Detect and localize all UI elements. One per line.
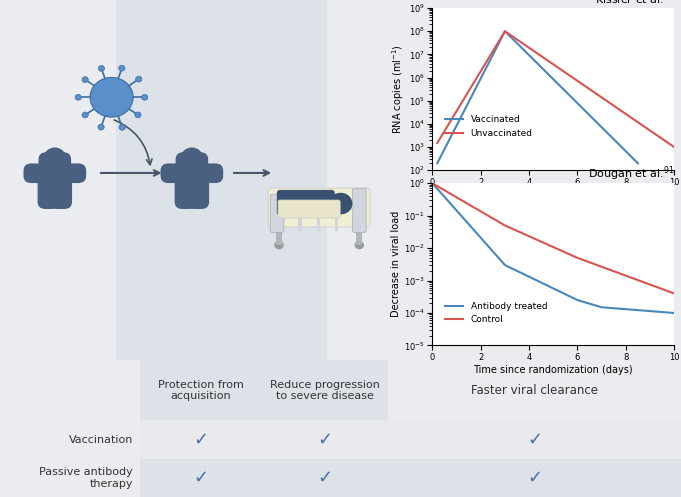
Legend: Antibody treated, Control: Antibody treated, Control [442,298,551,328]
Y-axis label: Decrease in viral load: Decrease in viral load [391,211,401,318]
Text: ✓: ✓ [193,430,208,449]
FancyBboxPatch shape [176,152,208,192]
Bar [317,208,319,231]
Text: Dougan et al.$^{91}$: Dougan et al.$^{91}$ [588,165,674,183]
FancyBboxPatch shape [174,176,197,209]
Text: Vaccination: Vaccination [68,434,133,445]
Circle shape [98,124,104,130]
Circle shape [90,78,133,117]
Text: Passive antibody
therapy: Passive antibody therapy [39,467,133,489]
Circle shape [44,148,65,167]
Circle shape [82,112,89,118]
Text: Kissler et al.$^{55}$: Kissler et al.$^{55}$ [595,0,674,7]
Circle shape [118,65,125,71]
Circle shape [142,94,148,100]
FancyBboxPatch shape [270,194,284,233]
FancyBboxPatch shape [55,164,86,183]
Text: ✓: ✓ [317,430,333,449]
Y-axis label: RNA copies (ml$^{-1}$): RNA copies (ml$^{-1}$) [390,44,406,134]
Bar [298,208,302,231]
FancyBboxPatch shape [353,188,366,233]
FancyBboxPatch shape [277,190,335,216]
Text: Protection from
acquisition: Protection from acquisition [158,380,244,401]
Bar [140,360,262,497]
Circle shape [274,241,284,249]
FancyBboxPatch shape [161,164,191,183]
Legend: Vaccinated, Unvaccinated: Vaccinated, Unvaccinated [442,112,536,141]
FancyBboxPatch shape [23,164,54,183]
FancyBboxPatch shape [193,164,223,183]
Bar [262,360,388,497]
FancyBboxPatch shape [187,176,209,209]
Bar [221,0,327,360]
FancyBboxPatch shape [50,176,72,209]
Circle shape [82,77,89,83]
Text: ✓: ✓ [527,469,542,487]
Bar [276,223,282,245]
Circle shape [98,66,104,71]
Circle shape [135,112,141,118]
Bar [282,206,354,210]
X-axis label: Time since randomization (days): Time since randomization (days) [473,365,633,375]
Bar [281,208,283,231]
Text: ✓: ✓ [193,469,208,487]
Text: ✓: ✓ [317,469,333,487]
Circle shape [355,241,364,249]
Bar [356,223,362,245]
Bar [334,208,338,231]
Circle shape [136,76,142,82]
Circle shape [75,94,82,100]
Text: ✓: ✓ [527,430,542,449]
Text: Faster viral clearance: Faster viral clearance [471,384,598,397]
X-axis label: Time (days): Time (days) [524,190,582,200]
Circle shape [182,148,202,167]
Circle shape [329,193,353,214]
Bar [353,208,356,231]
Bar [116,0,221,360]
Circle shape [119,124,125,130]
Text: Reduce progression
to severe disease: Reduce progression to severe disease [270,380,380,401]
FancyBboxPatch shape [39,152,71,192]
FancyBboxPatch shape [37,176,60,209]
FancyBboxPatch shape [278,200,340,218]
FancyBboxPatch shape [268,188,370,227]
Bar [140,459,681,497]
Bar [140,420,681,459]
